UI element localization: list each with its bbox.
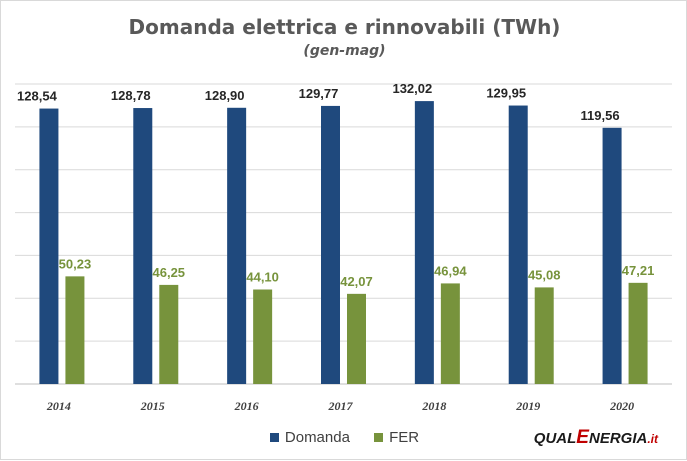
legend-label-fer: FER: [389, 429, 420, 446]
chart-title: Domanda elettrica e rinnovabili (TWh): [128, 15, 561, 39]
x-tick-label-2019: 2019: [515, 399, 540, 413]
data-label-domanda-2015: 128,78: [111, 88, 151, 103]
x-tick-label-2015: 2015: [140, 399, 165, 413]
bar-fer-2019: [534, 287, 554, 384]
bar-domanda-2020: [602, 127, 622, 385]
data-label-domanda-2016: 128,90: [205, 88, 245, 103]
bar-fer-2017: [347, 293, 366, 384]
x-tick-label-2017: 2017: [328, 399, 354, 413]
bar-domanda-2017: [321, 105, 340, 385]
bar-fer-2014: [65, 276, 85, 384]
bar-fer-2015: [159, 284, 179, 384]
chart-subtitle: (gen-mag): [303, 43, 386, 59]
bar-domanda-2014: [39, 108, 59, 385]
data-label-fer-2016: 44,10: [246, 270, 279, 285]
x-tick-label-2016: 2016: [234, 399, 259, 413]
data-label-domanda-2018: 132,02: [392, 81, 432, 96]
data-label-domanda-2017: 129,77: [299, 86, 339, 101]
bar-fer-2016: [253, 289, 273, 384]
legend-swatch-domanda: [269, 433, 279, 442]
data-label-fer-2019: 45,08: [528, 267, 561, 282]
x-tick-label-2014: 2014: [46, 399, 71, 413]
data-label-fer-2017: 42,07: [340, 274, 373, 289]
x-tick-label-2020: 2020: [609, 399, 634, 413]
qualenergia-logo: QUALENERGIA.it: [533, 427, 658, 448]
x-tick-label-2018: 2018: [421, 399, 446, 413]
legend-swatch-fer: [374, 433, 384, 442]
data-label-fer-2020: 47,21: [622, 263, 655, 278]
bar-fer-2020: [628, 282, 648, 384]
legend-item-fer: FER: [374, 429, 419, 446]
bar-domanda-2019: [508, 105, 528, 385]
data-label-domanda-2020: 119,56: [581, 108, 620, 123]
data-label-domanda-2014: 128,54: [17, 89, 58, 104]
bar-domanda-2018: [414, 101, 434, 384]
bar-domanda-2016: [227, 107, 247, 385]
legend-item-domanda: Domanda: [269, 429, 350, 446]
data-label-domanda-2019: 129,95: [486, 86, 526, 101]
bar-domanda-2015: [133, 108, 153, 385]
data-label-fer-2015: 46,25: [153, 265, 186, 280]
data-label-fer-2018: 46,94: [434, 263, 467, 278]
legend: Domanda FER: [1, 429, 687, 446]
legend-label-domanda: Domanda: [284, 429, 350, 446]
data-label-fer-2014: 50,23: [59, 256, 92, 271]
bar-fer-2018: [440, 283, 460, 384]
